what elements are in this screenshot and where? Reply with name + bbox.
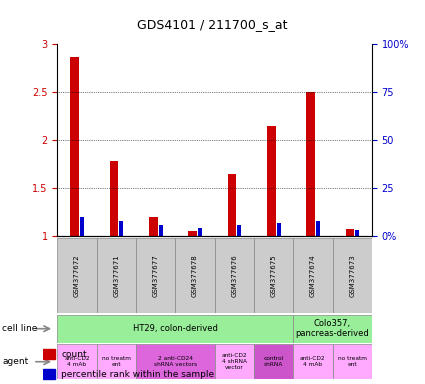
Bar (215, 238, 254, 313)
Text: GSM377677: GSM377677 (153, 254, 159, 297)
Bar (316, 221, 320, 236)
Bar (332, 238, 372, 313)
Bar (228, 174, 236, 236)
Bar (57, 238, 96, 313)
Text: 2 anti-CD24
shRNA vectors: 2 anti-CD24 shRNA vectors (154, 356, 197, 367)
Bar (293, 344, 332, 379)
Bar (254, 238, 293, 313)
Text: GSM377678: GSM377678 (192, 254, 198, 297)
Text: GSM377672: GSM377672 (74, 254, 80, 297)
Bar (119, 221, 123, 236)
Bar (96, 344, 136, 379)
Text: GSM377674: GSM377674 (310, 254, 316, 297)
Text: agent: agent (2, 357, 28, 366)
Text: cell line: cell line (2, 324, 37, 333)
Bar (149, 217, 158, 236)
Text: GSM377675: GSM377675 (271, 254, 277, 297)
Text: GSM377676: GSM377676 (231, 254, 237, 297)
Bar (306, 92, 315, 236)
Bar (215, 344, 254, 379)
Bar (57, 315, 293, 343)
Bar (80, 217, 84, 236)
Text: GDS4101 / 211700_s_at: GDS4101 / 211700_s_at (137, 18, 288, 31)
Bar (238, 225, 241, 236)
Bar (175, 238, 215, 313)
Bar (332, 344, 372, 379)
Bar (110, 161, 118, 236)
Bar (188, 231, 197, 236)
Text: anti-CD2
4 shRNA
vector: anti-CD2 4 shRNA vector (221, 353, 247, 370)
Text: GSM377671: GSM377671 (113, 254, 119, 297)
Text: GSM377673: GSM377673 (349, 254, 355, 297)
Bar (277, 223, 280, 236)
Bar (293, 315, 372, 343)
Text: HT29, colon-derived: HT29, colon-derived (133, 324, 218, 333)
Bar (198, 228, 202, 236)
Bar (159, 225, 163, 236)
Bar (346, 230, 354, 236)
Bar (355, 230, 359, 236)
Text: Colo357,
pancreas-derived: Colo357, pancreas-derived (296, 319, 369, 338)
Bar (267, 126, 275, 236)
Text: percentile rank within the sample: percentile rank within the sample (61, 369, 214, 379)
Text: count: count (61, 349, 87, 359)
Bar (254, 344, 293, 379)
Text: control
shRNA: control shRNA (264, 356, 284, 367)
Bar (96, 238, 136, 313)
Bar (136, 238, 175, 313)
Text: no treatm
ent: no treatm ent (102, 356, 131, 367)
Bar (136, 344, 215, 379)
Text: no treatm
ent: no treatm ent (338, 356, 367, 367)
Bar (42, 349, 55, 359)
Bar (42, 369, 55, 379)
Bar (57, 344, 96, 379)
Text: anti-CD2
4 mAb: anti-CD2 4 mAb (64, 356, 90, 367)
Bar (293, 238, 332, 313)
Bar (71, 56, 79, 236)
Text: anti-CD2
4 mAb: anti-CD2 4 mAb (300, 356, 326, 367)
